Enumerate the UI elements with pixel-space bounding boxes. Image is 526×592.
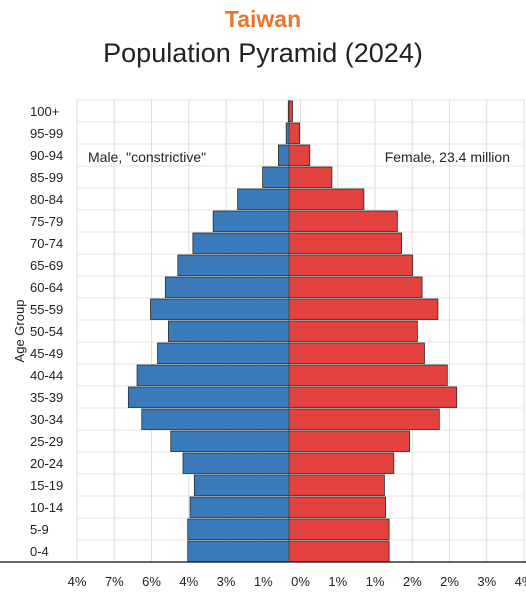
y-tick-label: 35-39 <box>30 390 63 405</box>
bar-male-0-4 <box>187 540 290 562</box>
legend-female: Female, 23.4 million <box>385 149 510 165</box>
bar-male-60-64 <box>164 276 290 298</box>
bar-male-5-9 <box>187 518 290 540</box>
y-axis-label: Age Group <box>12 300 27 363</box>
x-tick-label: 0% <box>291 574 310 589</box>
bar-male-35-39 <box>127 386 290 408</box>
bar-female-65-69 <box>288 254 414 276</box>
bar-male-15-19 <box>193 474 290 496</box>
y-tick-label: 10-14 <box>30 500 63 515</box>
x-tick-label: 2% <box>403 574 422 589</box>
bar-male-30-34 <box>141 408 290 430</box>
bar-female-0-4 <box>288 540 390 562</box>
bar-male-70-74 <box>192 232 290 254</box>
y-tick-label: 85-99 <box>30 170 63 185</box>
bar-female-30-34 <box>288 408 440 430</box>
bar-male-10-14 <box>189 496 290 518</box>
x-tick-label: 7% <box>105 574 124 589</box>
legend-male: Male, "constrictive" <box>88 149 206 165</box>
chart-title: Population Pyramid (2024) <box>103 38 423 68</box>
x-tick-label: 4% <box>68 574 87 589</box>
x-tick-label: 2% <box>440 574 459 589</box>
y-tick-label: 40-44 <box>30 368 63 383</box>
x-tick-label: 3% <box>217 574 236 589</box>
bar-male-85-99 <box>262 166 290 188</box>
bar-female-95-99 <box>288 122 301 144</box>
y-tick-label: 5-9 <box>30 522 49 537</box>
y-tick-label: 95-99 <box>30 126 63 141</box>
y-tick-label: 75-79 <box>30 214 63 229</box>
x-tick-label: 6% <box>142 574 161 589</box>
y-tick-label: 80-84 <box>30 192 63 207</box>
y-tick-label: 45-49 <box>30 346 63 361</box>
bar-female-85-99 <box>288 166 333 188</box>
bar-male-25-29 <box>170 430 290 452</box>
bar-male-65-69 <box>177 254 290 276</box>
chart-subtitle: Taiwan <box>224 6 302 32</box>
bar-male-55-59 <box>150 298 290 320</box>
bar-female-5-9 <box>288 518 390 540</box>
y-tick-label: 90-94 <box>30 148 63 163</box>
bar-female-60-64 <box>288 276 423 298</box>
bar-female-35-39 <box>288 386 458 408</box>
bar-female-100+ <box>288 100 293 122</box>
bar-male-40-44 <box>136 364 290 386</box>
y-tick-label: 60-64 <box>30 280 63 295</box>
y-tick-label: 50-54 <box>30 324 63 339</box>
bar-male-80-84 <box>237 188 290 210</box>
x-tick-label: 1% <box>254 574 273 589</box>
bar-female-90-94 <box>288 144 311 166</box>
bar-female-70-74 <box>288 232 402 254</box>
y-tick-label: 55-59 <box>30 302 63 317</box>
bar-male-45-49 <box>157 342 290 364</box>
bar-female-75-79 <box>288 210 398 232</box>
x-tick-label: 1% <box>366 574 385 589</box>
bar-female-45-49 <box>288 342 425 364</box>
y-tick-label: 65-69 <box>30 258 63 273</box>
x-tick-label: 1% <box>328 574 347 589</box>
bar-female-50-54 <box>288 320 418 342</box>
x-tick-label: 4% <box>179 574 198 589</box>
x-tick-label: 3% <box>477 574 496 589</box>
x-tick-label: 4% <box>515 574 526 589</box>
bar-female-15-19 <box>288 474 385 496</box>
y-tick-label: 100+ <box>30 104 59 119</box>
bar-female-20-24 <box>288 452 395 474</box>
bar-female-55-59 <box>288 298 439 320</box>
y-tick-label: 15-19 <box>30 478 63 493</box>
bar-female-25-29 <box>288 430 411 452</box>
y-tick-label: 20-24 <box>30 456 63 471</box>
bar-male-90-94 <box>277 144 290 166</box>
y-tick-label: 25-29 <box>30 434 63 449</box>
bar-male-75-79 <box>212 210 290 232</box>
y-tick-label: 30-34 <box>30 412 63 427</box>
y-tick-label: 0-4 <box>30 544 49 559</box>
bar-female-40-44 <box>288 364 448 386</box>
y-tick-label: 70-74 <box>30 236 63 251</box>
bar-male-50-54 <box>167 320 290 342</box>
bar-female-80-84 <box>288 188 365 210</box>
bar-male-20-24 <box>182 452 290 474</box>
bar-female-10-14 <box>288 496 386 518</box>
